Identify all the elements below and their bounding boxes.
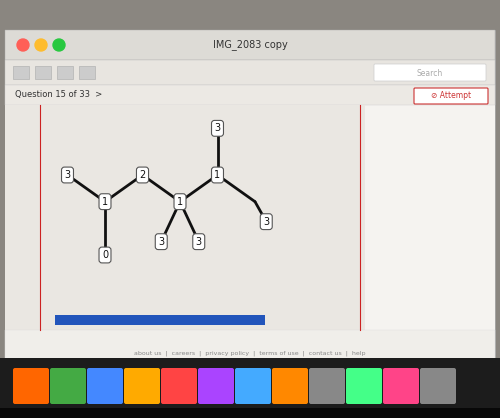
Bar — [5, 30, 495, 60]
Circle shape — [35, 39, 47, 51]
FancyBboxPatch shape — [124, 368, 160, 404]
FancyBboxPatch shape — [346, 368, 382, 404]
Bar — [0, 408, 500, 418]
Bar — [57, 66, 73, 79]
FancyBboxPatch shape — [414, 88, 488, 104]
FancyBboxPatch shape — [13, 368, 49, 404]
Bar — [5, 85, 495, 105]
Text: 1: 1 — [177, 196, 183, 206]
Text: about us  |  careers  |  privacy policy  |  terms of use  |  contact us  |  help: about us | careers | privacy policy | te… — [134, 350, 366, 356]
Text: ⊘ Attempt: ⊘ Attempt — [431, 92, 471, 100]
Bar — [5, 105, 365, 330]
Bar — [13, 66, 29, 79]
FancyBboxPatch shape — [420, 368, 456, 404]
Text: 3: 3 — [64, 170, 70, 180]
Text: 3: 3 — [196, 237, 202, 247]
FancyBboxPatch shape — [383, 368, 419, 404]
Circle shape — [53, 39, 65, 51]
FancyBboxPatch shape — [374, 64, 486, 81]
Bar — [35, 66, 51, 79]
FancyBboxPatch shape — [272, 368, 308, 404]
Text: 3: 3 — [263, 217, 270, 227]
FancyBboxPatch shape — [235, 368, 271, 404]
Bar — [0, 358, 500, 413]
FancyBboxPatch shape — [309, 368, 345, 404]
Bar — [5, 30, 495, 375]
Text: IMG_2083 copy: IMG_2083 copy — [212, 40, 288, 51]
Bar — [55, 315, 265, 325]
Text: 3: 3 — [214, 123, 220, 133]
FancyBboxPatch shape — [87, 368, 123, 404]
FancyBboxPatch shape — [198, 368, 234, 404]
Text: 2: 2 — [140, 170, 145, 180]
Circle shape — [17, 39, 29, 51]
Text: 1: 1 — [214, 170, 220, 180]
FancyBboxPatch shape — [50, 368, 86, 404]
FancyBboxPatch shape — [161, 368, 197, 404]
Bar — [79, 66, 95, 79]
Bar — [5, 330, 495, 375]
Text: 1: 1 — [102, 196, 108, 206]
Text: 0: 0 — [102, 250, 108, 260]
Text: 3: 3 — [158, 237, 164, 247]
Text: Search: Search — [417, 69, 443, 77]
Bar — [5, 60, 495, 85]
Text: Question 15 of 33  >: Question 15 of 33 > — [15, 91, 102, 99]
